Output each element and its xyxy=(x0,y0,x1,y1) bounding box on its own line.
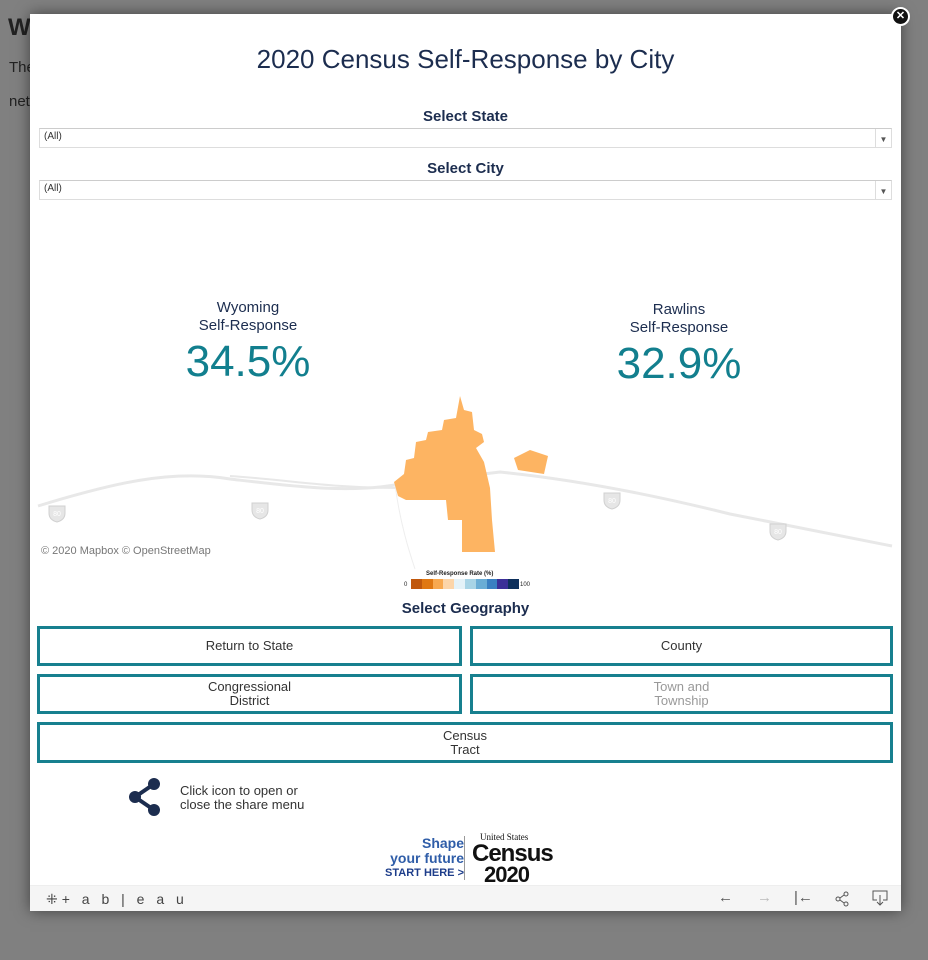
state-select-value: (All) xyxy=(44,131,62,142)
interstate-shield-icon: 80 xyxy=(251,502,269,520)
interstate-shield-icon: 80 xyxy=(603,492,621,510)
city-filter-label: Select City xyxy=(427,160,504,177)
background-text: The xyxy=(9,59,35,76)
legend-swatch xyxy=(464,579,476,589)
button-label: Census Tract xyxy=(442,727,488,757)
tableau-toolbar: ⁜+ a b | e a u ← → |← xyxy=(30,885,901,911)
city-boundary xyxy=(514,450,548,474)
interstate-shield-icon: 80 xyxy=(769,523,787,541)
button-label: Congressional District xyxy=(207,679,292,708)
city-boundary xyxy=(394,396,495,552)
svg-text:80: 80 xyxy=(774,529,782,536)
tableau-mark-icon: ⁜ xyxy=(46,891,62,907)
kpi-label: Self-Response xyxy=(629,319,729,336)
svg-text:80: 80 xyxy=(53,511,61,518)
button-label: County xyxy=(660,638,703,653)
download-icon[interactable] xyxy=(872,890,888,907)
legend-title: Self-Response Rate (%) xyxy=(426,571,494,577)
road xyxy=(394,483,416,570)
close-icon[interactable]: ✕ xyxy=(891,7,910,26)
legend-swatch xyxy=(443,579,455,589)
background-text: net xyxy=(9,93,30,110)
share-icon[interactable] xyxy=(126,778,166,818)
census-2020-logo[interactable]: Shape your future START HERE > United Stat… xyxy=(385,832,554,887)
state-filter-label: Select State xyxy=(422,108,509,125)
city-kpi: Rawlins Self-Response 32.9% xyxy=(579,301,779,389)
svg-text:80: 80 xyxy=(256,508,264,515)
state-kpi: Wyoming Self-Response 34.5% xyxy=(148,299,348,387)
legend-swatch xyxy=(411,579,422,589)
town-township-button[interactable]: Town and Township xyxy=(470,674,893,714)
tableau-logo[interactable]: ⁜+ a b | e a u xyxy=(46,891,188,907)
share-icon[interactable] xyxy=(835,891,849,907)
chevron-down-icon[interactable]: ▼ xyxy=(875,181,891,199)
interstate-shield-icon: 80 xyxy=(48,505,66,523)
city-select-value: (All) xyxy=(44,183,62,194)
highway-shields: 80 80 80 80 xyxy=(48,492,787,541)
chevron-down-icon[interactable]: ▼ xyxy=(875,129,891,147)
share-instructions: Click icon to open or close the share men… xyxy=(180,783,305,812)
geography-label: Select Geography xyxy=(401,600,530,617)
congressional-district-button[interactable]: Congressional District xyxy=(37,674,462,714)
legend-max: 100 xyxy=(520,582,531,588)
kpi-label: Rawlins xyxy=(652,301,706,318)
kpi-label: Wyoming xyxy=(216,299,280,316)
legend-swatch xyxy=(421,579,433,589)
kpi-label: Self-Response xyxy=(198,317,298,334)
return-to-state-button[interactable]: Return to State xyxy=(37,626,462,666)
undo-icon[interactable]: ← xyxy=(718,889,733,906)
state-select[interactable]: (All) ▼ xyxy=(39,128,892,148)
background-heading: W xyxy=(8,14,31,41)
legend-min: 0 xyxy=(404,582,408,588)
revert-icon[interactable]: |← xyxy=(794,889,813,906)
legend-bar xyxy=(411,579,519,589)
kpi-value: 34.5% xyxy=(185,337,311,386)
button-label: Town and Township xyxy=(653,679,710,708)
redo-icon[interactable]: → xyxy=(757,889,772,906)
svg-text:80: 80 xyxy=(608,498,616,505)
legend-swatch xyxy=(454,579,465,589)
legend-swatch xyxy=(486,579,498,589)
kpi-value: 32.9% xyxy=(616,339,742,388)
page-title: 2020 Census Self-Response by City xyxy=(256,44,675,74)
dashboard-modal: 2020 Census Self-Response by City Select… xyxy=(30,14,901,911)
legend-swatch xyxy=(508,579,519,589)
county-button[interactable]: County xyxy=(470,626,893,666)
city-map[interactable]: 80 80 80 80 xyxy=(30,384,901,574)
city-select[interactable]: (All) ▼ xyxy=(39,180,892,200)
census-tract-button[interactable]: Census Tract xyxy=(37,722,893,763)
map-attribution[interactable]: © 2020 Mapbox © OpenStreetMap xyxy=(41,545,211,557)
legend-swatch xyxy=(432,579,444,589)
highway xyxy=(37,470,893,548)
button-label: Return to State xyxy=(205,638,294,653)
legend-swatch xyxy=(475,579,487,589)
legend-swatch xyxy=(497,579,509,589)
